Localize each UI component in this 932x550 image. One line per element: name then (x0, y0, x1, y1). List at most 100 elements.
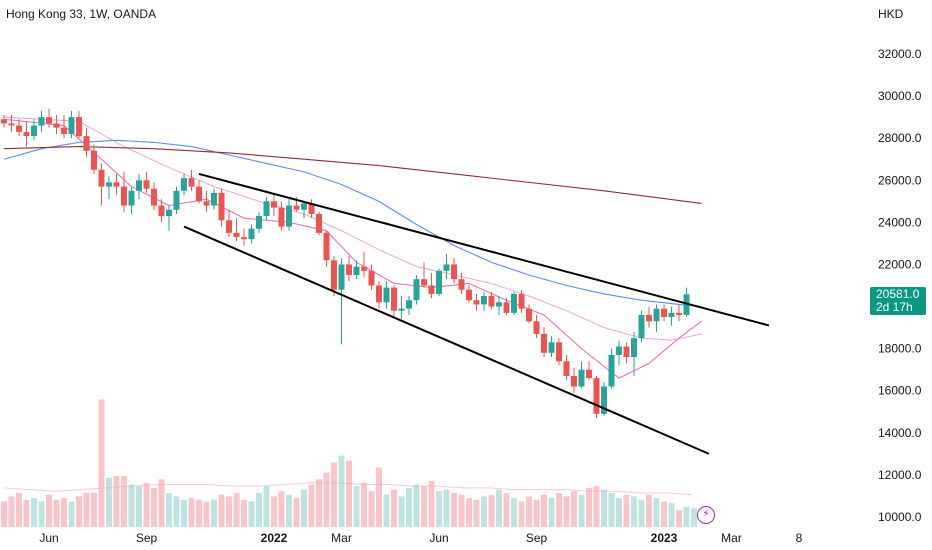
volume-bar (668, 503, 675, 527)
candle-body (158, 205, 165, 217)
volume-bar (91, 493, 97, 527)
candle (541, 327, 547, 358)
candle (526, 304, 532, 324)
volume-bar (76, 496, 82, 527)
candle (8, 115, 15, 132)
candle-body (533, 321, 540, 334)
volume-bar (151, 487, 157, 527)
candle (331, 256, 337, 297)
candle (451, 258, 457, 284)
candle (173, 186, 180, 214)
candle (31, 119, 37, 141)
candle (578, 361, 585, 389)
volume-bar (316, 479, 322, 527)
x-tick-label: 8 (796, 531, 803, 545)
ma-fast2-line (3, 116, 702, 341)
candle (623, 342, 630, 364)
y-tick-label: 16000.0 (878, 384, 922, 398)
candle (398, 296, 405, 320)
volume-bar (218, 494, 225, 527)
candles (1, 108, 690, 419)
candle-body (353, 266, 360, 275)
volume-bar (391, 489, 397, 527)
volume-bar (481, 496, 487, 527)
candle-body (556, 342, 562, 362)
volume-bar (68, 501, 75, 527)
candle (383, 281, 390, 309)
y-tick-label: 22000.0 (878, 257, 922, 271)
candle (83, 127, 90, 158)
volume-bar (646, 494, 652, 527)
candle-body (241, 237, 247, 240)
candle-body (421, 279, 427, 286)
candle (1, 115, 7, 128)
volume-bar (533, 499, 540, 527)
volume-bar (31, 498, 37, 527)
volume-bar (188, 498, 195, 527)
candle (211, 188, 217, 210)
volume-bar (248, 501, 255, 527)
volume-bar (413, 484, 420, 527)
candle-body (413, 279, 420, 301)
y-tick-label: 12000.0 (878, 468, 922, 482)
candle-body (113, 182, 120, 187)
volume-bar (278, 491, 285, 527)
candle-body (511, 293, 517, 313)
volume-bar (338, 455, 345, 527)
candle (91, 144, 97, 174)
volume-bar (203, 501, 210, 527)
candle-body (608, 354, 615, 387)
lower-trendline (183, 225, 710, 455)
volume-bar (8, 496, 15, 527)
volume-bar (653, 498, 660, 527)
candle-body (623, 346, 630, 358)
candle (338, 258, 345, 345)
candle (473, 293, 480, 311)
candle (586, 361, 592, 381)
candle-body (23, 131, 30, 137)
x-tick-label: Jun (39, 531, 58, 545)
candle-body (256, 216, 262, 229)
candle-body (46, 117, 52, 124)
y-tick-label: 26000.0 (878, 173, 922, 187)
candle-body (91, 150, 97, 170)
candle-body (136, 180, 142, 191)
candle (571, 367, 577, 393)
currency-label: HKD (878, 7, 904, 21)
volume-bar (443, 489, 450, 527)
volume-bar (196, 499, 202, 527)
last-price-tag: 20581.0 2d 17h (870, 287, 926, 315)
x-tick-label: 2023 (651, 531, 678, 545)
candle (548, 336, 555, 358)
volume-bar (353, 486, 360, 527)
volume-bar (181, 499, 187, 527)
volume-bar (46, 494, 52, 527)
ma-mid-line (3, 139, 702, 308)
candle-body (196, 186, 202, 202)
candle-body (323, 232, 330, 261)
candle-body (428, 285, 435, 294)
candle-body (518, 293, 525, 309)
candle (346, 256, 352, 282)
volume-bar (526, 496, 532, 527)
y-tick-label: 30000.0 (878, 89, 922, 103)
flash-icon[interactable]: ⚡ (697, 506, 715, 524)
volume-bar (631, 496, 637, 527)
volume-bar (136, 486, 142, 527)
candle-body (661, 308, 667, 318)
candle-body (488, 296, 495, 307)
candle (683, 287, 690, 318)
candle-body (443, 264, 450, 271)
candle (151, 182, 157, 210)
volume-bar (263, 486, 270, 527)
candle (368, 264, 375, 290)
volume-bar (661, 501, 667, 527)
volume-bar (143, 482, 150, 527)
volume-bar (256, 493, 262, 527)
candle-body (338, 264, 345, 290)
candle-body (166, 209, 172, 217)
candle (563, 354, 570, 381)
candle-body (211, 192, 217, 206)
x-tick-label: Jun (429, 531, 448, 545)
